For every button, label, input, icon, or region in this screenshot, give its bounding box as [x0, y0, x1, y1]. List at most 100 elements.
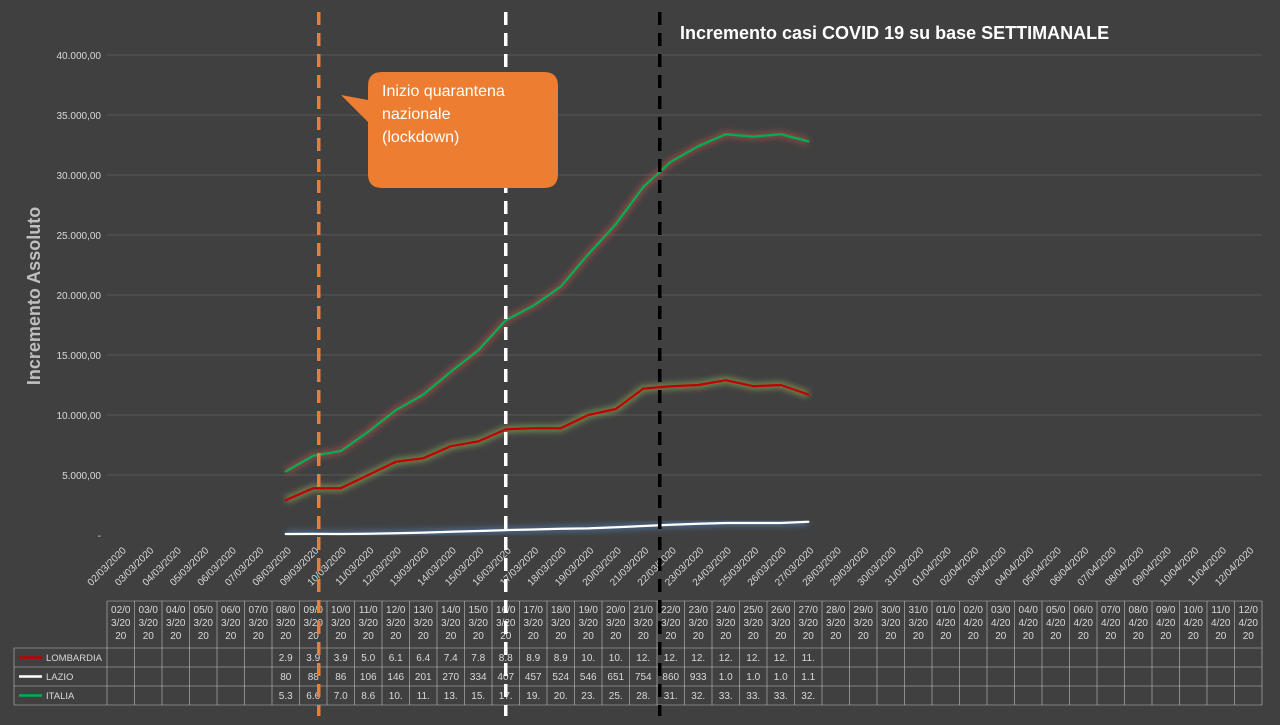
- table-cell: 7.0: [334, 691, 348, 702]
- table-header-cell: 3/20: [221, 618, 241, 629]
- table-cell: 15.: [471, 691, 485, 702]
- table-cell: 457: [525, 672, 542, 683]
- table-cell: 1.1: [801, 672, 815, 683]
- table-cell: 25.: [609, 691, 623, 702]
- y-tick-label: 5.000,00: [62, 471, 101, 482]
- table-header-cell: 31/0: [909, 605, 929, 616]
- table-cell: 1.0: [719, 672, 733, 683]
- table-cell: 8.9: [526, 653, 540, 664]
- table-header-cell: 10/0: [1184, 605, 1204, 616]
- legend-label: ITALIA: [46, 691, 75, 702]
- table-header-cell: 17/0: [524, 605, 544, 616]
- table-header-cell: 20: [693, 631, 705, 642]
- table-header-cell: 24/0: [716, 605, 736, 616]
- table-header-cell: 20: [885, 631, 897, 642]
- table-cell: 407: [497, 672, 514, 683]
- table-header-cell: 03/0: [991, 605, 1011, 616]
- table-header-cell: 05/0: [194, 605, 214, 616]
- lockdown-callout: [341, 72, 558, 188]
- table-cell: 10.: [609, 653, 623, 664]
- table-header-cell: 03/0: [139, 605, 159, 616]
- table-header-cell: 20: [1160, 631, 1172, 642]
- table-cell: 8.9: [554, 653, 568, 664]
- table-header-cell: 3/20: [304, 618, 324, 629]
- table-cell: 860: [662, 672, 679, 683]
- table-header-cell: 08/0: [1129, 605, 1149, 616]
- table-header-cell: 07/0: [249, 605, 269, 616]
- table-header-cell: 3/20: [111, 618, 131, 629]
- table-cell: 33.: [746, 691, 760, 702]
- table-header-cell: 3/20: [249, 618, 269, 629]
- table-header-cell: 4/20: [1101, 618, 1121, 629]
- table-header-cell: 4/20: [1184, 618, 1204, 629]
- table-header-cell: 3/20: [386, 618, 406, 629]
- table-header-cell: 04/0: [166, 605, 186, 616]
- table-header-cell: 20: [665, 631, 677, 642]
- table-header-cell: 20: [720, 631, 732, 642]
- table-header-cell: 29/0: [854, 605, 874, 616]
- table-header-cell: 20: [445, 631, 457, 642]
- table-header-cell: 4/20: [1211, 618, 1231, 629]
- table-header-cell: 06/0: [221, 605, 241, 616]
- table-cell: 19.: [526, 691, 540, 702]
- table-cell: 933: [690, 672, 707, 683]
- table-header-cell: 20: [528, 631, 540, 642]
- table-header-cell: 3/20: [689, 618, 709, 629]
- table-cell: 524: [552, 672, 569, 683]
- table-cell: 270: [442, 672, 459, 683]
- table-cell: 33.: [719, 691, 733, 702]
- table-header-cell: 4/20: [1019, 618, 1039, 629]
- table-header-cell: 3/20: [276, 618, 296, 629]
- table-header-cell: 01/0: [936, 605, 956, 616]
- table-header-cell: 20: [940, 631, 952, 642]
- y-tick-label: 25.000,00: [57, 231, 102, 242]
- table-cell: 86: [335, 672, 347, 683]
- table-header-cell: 10/0: [331, 605, 351, 616]
- table-header-cell: 3/20: [579, 618, 599, 629]
- y-axis-label: Incremento Assoluto: [24, 207, 44, 385]
- table-header-cell: 3/20: [771, 618, 791, 629]
- y-tick-label: -: [98, 531, 101, 542]
- table-header-cell: 20: [473, 631, 485, 642]
- table-header-cell: 3/20: [881, 618, 901, 629]
- table-header-cell: 4/20: [991, 618, 1011, 629]
- table-cell: 20.: [554, 691, 568, 702]
- table-cell: 334: [470, 672, 487, 683]
- table-header-cell: 20/0: [606, 605, 626, 616]
- chart-title: Incremento casi COVID 19 su base SETTIMA…: [680, 23, 1109, 43]
- table-cell: 12.: [636, 653, 650, 664]
- table-cell: 10.: [389, 691, 403, 702]
- table-header-cell: 02/0: [111, 605, 131, 616]
- table-cell: 88: [308, 672, 320, 683]
- table-header-cell: 20: [610, 631, 622, 642]
- table-header-cell: 20: [830, 631, 842, 642]
- y-tick-labels: - 5.000,00 10.000,00 15.000,00 20.000,00 25.0…: [57, 51, 102, 542]
- table-header-cell: 4/20: [1074, 618, 1094, 629]
- table-header-cell: 20: [1188, 631, 1200, 642]
- table-cell: 2.9: [279, 653, 293, 664]
- table-header-cell: 19/0: [579, 605, 599, 616]
- table-header-cell: 20: [1133, 631, 1145, 642]
- table-cell: 754: [635, 672, 652, 683]
- table-cell: 6.1: [389, 653, 403, 664]
- table-header-cell: 25/0: [744, 605, 764, 616]
- table-header-cell: 3/20: [441, 618, 461, 629]
- table-header-cell: 4/20: [1129, 618, 1149, 629]
- table-header-cell: 20: [280, 631, 292, 642]
- table-cell: 1.0: [774, 672, 788, 683]
- table-header-cell: 05/0: [1046, 605, 1066, 616]
- table-header-cell: 22/0: [661, 605, 681, 616]
- y-tick-label: 30.000,00: [57, 171, 102, 182]
- table-header-cell: 02/0: [964, 605, 984, 616]
- table-header-cell: 20: [500, 631, 512, 642]
- table-header-cell: 3/20: [414, 618, 434, 629]
- table-header-cell: 20: [363, 631, 375, 642]
- table-header-cell: 20: [335, 631, 347, 642]
- table-cell: 12.: [719, 653, 733, 664]
- table-header-cell: 20: [555, 631, 567, 642]
- table-header-cell: 07/0: [1101, 605, 1121, 616]
- table-header-cell: 3/20: [469, 618, 489, 629]
- table-cell: 3.9: [334, 653, 348, 664]
- legend-label: LOMBARDIA: [46, 653, 103, 664]
- table-header-cell: 3/20: [826, 618, 846, 629]
